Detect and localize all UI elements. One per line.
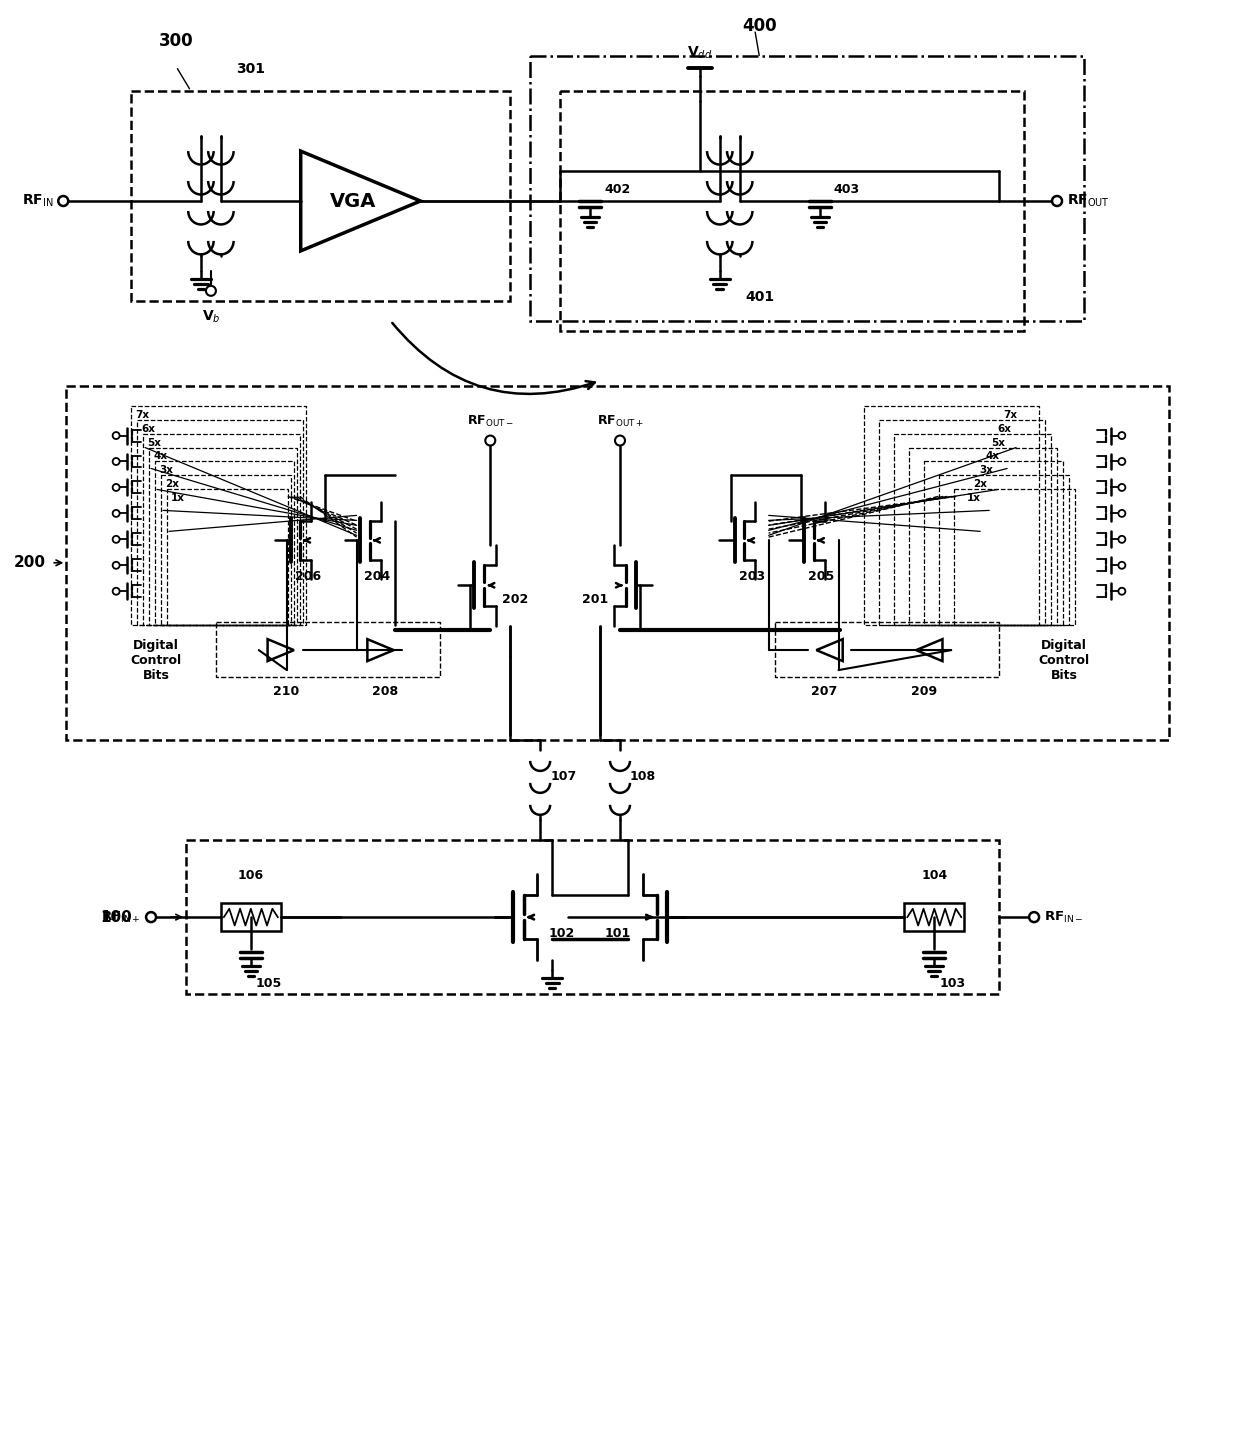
Circle shape (58, 196, 68, 206)
Circle shape (1052, 196, 1061, 206)
Bar (775, 621, 999, 677)
Text: 209: 209 (911, 684, 937, 697)
Circle shape (1118, 536, 1126, 543)
Text: 208: 208 (372, 684, 398, 697)
Text: VGA: VGA (330, 192, 376, 211)
Circle shape (485, 435, 495, 445)
Text: 100: 100 (100, 909, 131, 925)
Bar (894, 434, 1052, 626)
Bar (167, 490, 288, 626)
Text: Digital
Control
Bits: Digital Control Bits (130, 639, 181, 682)
Text: 202: 202 (502, 593, 528, 606)
Text: 3x: 3x (159, 465, 174, 475)
Text: 204: 204 (365, 570, 391, 583)
Circle shape (113, 432, 119, 440)
Text: RF$_{\mathrm{IN-}}$: RF$_{\mathrm{IN-}}$ (1044, 909, 1084, 925)
Text: 108: 108 (630, 770, 656, 783)
Text: 7x: 7x (1003, 410, 1017, 420)
Circle shape (1118, 484, 1126, 491)
Text: 200: 200 (14, 556, 46, 570)
Text: 5x: 5x (148, 438, 161, 448)
Text: 5x: 5x (991, 438, 1006, 448)
Text: 2x: 2x (165, 480, 179, 490)
Text: Digital
Control
Bits: Digital Control Bits (1038, 639, 1090, 682)
Bar (216, 621, 440, 677)
Text: 201: 201 (582, 593, 608, 606)
Bar (221, 904, 280, 931)
Text: 403: 403 (833, 183, 859, 196)
Circle shape (113, 484, 119, 491)
Text: 107: 107 (551, 770, 577, 783)
Bar (864, 405, 1039, 626)
Circle shape (1118, 561, 1126, 569)
Circle shape (1029, 912, 1039, 922)
Text: RF$_{\mathrm{IN}}$: RF$_{\mathrm{IN}}$ (22, 193, 53, 209)
Text: 102: 102 (549, 927, 575, 939)
Circle shape (146, 912, 156, 922)
Bar (531, 56, 1084, 321)
Text: 301: 301 (237, 62, 265, 76)
Circle shape (1118, 587, 1126, 594)
Text: RF$_{\mathrm{OUT+}}$: RF$_{\mathrm{OUT+}}$ (596, 414, 644, 428)
Text: 401: 401 (745, 289, 774, 304)
Circle shape (206, 286, 216, 296)
Text: 4x: 4x (985, 451, 999, 461)
Circle shape (1118, 510, 1126, 517)
Text: 205: 205 (808, 570, 835, 583)
Text: V$_{dd}$: V$_{dd}$ (687, 44, 713, 62)
Bar (161, 475, 290, 626)
Bar (66, 385, 1169, 740)
Bar (955, 490, 1075, 626)
Bar (138, 420, 303, 626)
Bar (131, 92, 510, 301)
Text: 3x: 3x (980, 465, 993, 475)
Text: RF$_{\mathrm{OUT-}}$: RF$_{\mathrm{OUT-}}$ (467, 414, 513, 428)
Bar (904, 904, 965, 931)
Circle shape (113, 561, 119, 569)
Text: 103: 103 (939, 977, 965, 990)
Text: 210: 210 (273, 684, 299, 697)
Text: 6x: 6x (997, 424, 1011, 434)
Text: RF$_{\mathrm{IN+}}$: RF$_{\mathrm{IN+}}$ (102, 909, 141, 925)
Text: 2x: 2x (973, 480, 987, 490)
Text: 106: 106 (238, 869, 264, 882)
Bar (939, 475, 1069, 626)
Bar (149, 448, 296, 626)
Text: 101: 101 (605, 927, 631, 939)
Bar (909, 448, 1056, 626)
Circle shape (615, 435, 625, 445)
Text: 7x: 7x (135, 410, 149, 420)
Circle shape (1118, 432, 1126, 440)
Text: RF$_{\mathrm{OUT}}$: RF$_{\mathrm{OUT}}$ (1066, 193, 1110, 209)
Bar (879, 420, 1045, 626)
Text: V$_b$: V$_b$ (202, 309, 221, 325)
Bar (131, 405, 306, 626)
Bar (924, 461, 1063, 626)
Text: 400: 400 (743, 17, 777, 36)
Text: 6x: 6x (141, 424, 155, 434)
Text: 203: 203 (739, 570, 765, 583)
Circle shape (113, 536, 119, 543)
Text: 1x: 1x (171, 494, 185, 504)
Circle shape (113, 458, 119, 465)
Bar (155, 461, 294, 626)
Text: 300: 300 (159, 33, 193, 50)
Text: 1x: 1x (967, 494, 981, 504)
Circle shape (113, 510, 119, 517)
Circle shape (113, 587, 119, 594)
Circle shape (1118, 458, 1126, 465)
Text: 207: 207 (811, 684, 838, 697)
Text: 402: 402 (604, 183, 630, 196)
Text: 104: 104 (921, 869, 947, 882)
Bar (560, 92, 1024, 331)
Text: 4x: 4x (153, 451, 167, 461)
Bar (186, 839, 999, 994)
Text: 105: 105 (255, 977, 281, 990)
Bar (143, 434, 300, 626)
Text: 206: 206 (295, 570, 321, 583)
